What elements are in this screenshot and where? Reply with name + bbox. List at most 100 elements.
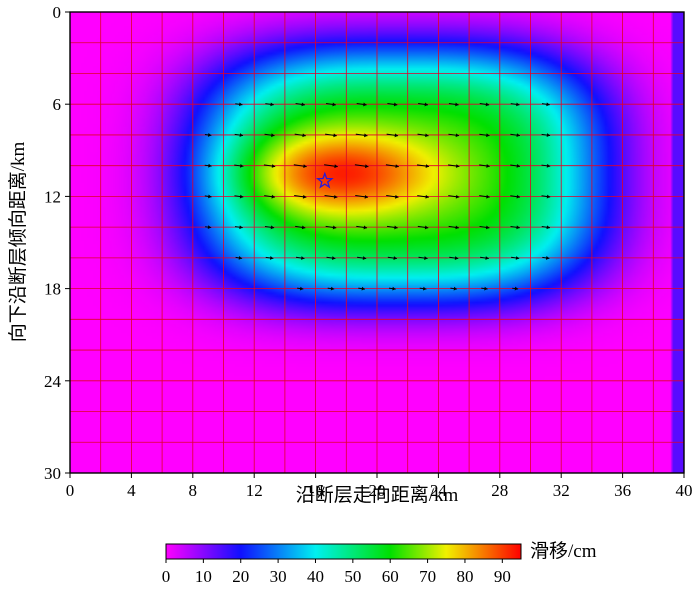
rake-arrow — [234, 194, 244, 199]
y-tick-label: 6 — [53, 95, 62, 114]
x-tick-label: 20 — [369, 481, 386, 500]
x-tick-label: 16 — [307, 481, 324, 500]
rake-arrow — [388, 286, 396, 291]
rake-arrow — [234, 225, 243, 230]
rake-arrow — [264, 133, 275, 138]
star-icon — [315, 171, 334, 189]
rake-arrow — [510, 102, 520, 107]
rake-arrow — [479, 194, 490, 199]
rake-arrow — [355, 133, 368, 138]
rake-arrow — [416, 164, 430, 168]
rake-arrow — [324, 194, 338, 199]
x-tick-label: 12 — [246, 481, 263, 500]
colorbar-tick-label: 40 — [307, 567, 324, 586]
x-tick-label: 32 — [553, 481, 570, 500]
rake-arrow — [387, 102, 398, 107]
rake-arrow — [510, 164, 521, 168]
rake-arrow — [265, 256, 274, 260]
rake-arrow — [234, 133, 244, 137]
rake-arrow — [295, 256, 305, 260]
x-tick-label: 40 — [676, 481, 693, 500]
rake-arrow — [326, 256, 336, 260]
rake-arrow — [294, 133, 306, 138]
rake-arrow — [417, 133, 429, 138]
grid-lines — [70, 12, 684, 473]
rake-arrow — [265, 102, 274, 107]
y-tick-label: 0 — [53, 3, 62, 22]
rake-arrow — [204, 163, 212, 168]
colorbar-tick-label: 10 — [195, 567, 212, 586]
colorbar-tick-label: 0 — [162, 567, 171, 586]
rake-arrow — [356, 102, 367, 107]
rake-arrow — [327, 286, 335, 291]
rake-arrow — [479, 225, 490, 230]
rake-arrow — [386, 133, 399, 138]
colorbar-bar — [165, 543, 522, 560]
x-axis: 0 4 8 12 16 20 24 28 32 36 40 — [66, 473, 693, 500]
colorbar-tick-label: 50 — [344, 567, 361, 586]
rake-arrow — [264, 194, 275, 199]
colorbar: 0 10 20 30 40 50 60 70 80 90 滑移/cm — [162, 540, 597, 586]
rake-arrow — [235, 255, 243, 260]
rake-arrow — [510, 194, 521, 199]
x-tick-label: 28 — [491, 481, 508, 500]
rake-arrow — [417, 194, 429, 199]
rake-arrow — [386, 194, 399, 199]
hypocenter — [315, 171, 334, 189]
colorbar-tick-label: 90 — [494, 567, 511, 586]
rake-arrow — [511, 256, 520, 260]
rake-arrow — [448, 194, 460, 199]
colorbar-tick-label: 80 — [456, 567, 473, 586]
rake-arrow — [235, 102, 243, 107]
rake-arrow — [479, 102, 490, 107]
colorbar-ticks: 0 10 20 30 40 50 60 70 80 90 — [162, 559, 511, 586]
x-tick-label: 24 — [430, 481, 448, 500]
rake-arrow — [479, 133, 490, 138]
rake-arrow — [234, 163, 244, 168]
colorbar-tick-label: 20 — [232, 567, 249, 586]
rake-arrow — [418, 102, 429, 107]
rake-arrow — [356, 225, 368, 230]
rake-arrow — [204, 133, 212, 137]
rake-arrow — [541, 194, 551, 199]
rake-arrow — [295, 102, 305, 107]
rake-arrow — [326, 102, 336, 107]
rake-arrow — [204, 194, 212, 199]
rake-arrow — [297, 286, 304, 291]
rake-arrow — [385, 164, 399, 169]
rake-arrow — [264, 225, 275, 230]
rake-arrow — [357, 256, 367, 260]
x-tick-label: 4 — [127, 481, 136, 500]
rake-arrow — [358, 286, 366, 291]
rake-vectors — [204, 102, 551, 291]
rake-arrow — [541, 102, 550, 107]
y-axis: 0 6 12 18 24 30 — [44, 3, 70, 483]
rake-arrow — [417, 225, 429, 230]
rake-arrow — [263, 164, 276, 168]
rake-arrow — [480, 256, 489, 260]
rake-arrow — [448, 133, 460, 138]
x-tick-label: 0 — [66, 481, 75, 500]
rake-arrow — [481, 286, 488, 291]
rake-arrow — [295, 225, 306, 230]
rake-arrow — [450, 286, 458, 291]
rake-arrow — [479, 164, 490, 168]
rake-arrow — [386, 225, 398, 230]
rake-arrow — [542, 256, 550, 260]
x-axis-label: 沿断层走向距离/km — [296, 484, 459, 506]
rake-arrow — [324, 164, 338, 169]
y-tick-label: 12 — [44, 187, 61, 206]
colorbar-tick-label: 70 — [419, 567, 436, 586]
colorbar-label: 滑移/cm — [530, 540, 597, 562]
rake-arrow — [512, 286, 519, 291]
rake-arrow — [418, 256, 428, 260]
rake-arrow — [325, 133, 337, 138]
colorbar-tick-label: 60 — [382, 567, 399, 586]
rake-arrow — [448, 164, 460, 168]
rake-arrow — [354, 164, 369, 169]
y-tick-label: 18 — [44, 280, 61, 299]
rake-arrow — [293, 164, 307, 169]
x-tick-label: 8 — [189, 481, 198, 500]
rake-arrow — [510, 225, 520, 230]
